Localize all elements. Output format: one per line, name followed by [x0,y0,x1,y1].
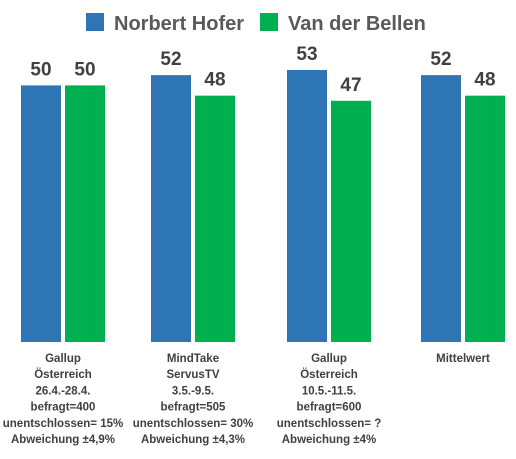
series-1: 50 48 47 48 [65,59,505,343]
category-labels: Gallup Österreich 26.4.-28.4. befragt=400 un… [3,353,490,446]
bar-0-1 [151,75,191,342]
bar-1-2 [331,100,371,342]
category-label-1-4: unentschlossen= 30% [133,418,253,430]
data-label-1-1: 48 [204,70,225,91]
category-label-2-3: befragt=600 [297,402,362,414]
category-label-3-0: Mittelwert [436,353,490,365]
series-0: 50 52 53 52 [21,44,461,342]
category-label-0-3: befragt=400 [31,402,96,414]
bar-0-0 [21,85,61,342]
category-label-0-4: unentschlossen= 15% [3,418,123,430]
data-label-1-3: 48 [474,70,495,91]
data-label-0-0: 50 [30,59,51,80]
data-label-0-2: 53 [296,44,317,65]
category-label-1-2: 3.5.-9.5. [172,385,214,397]
data-label-1-2: 47 [340,75,361,96]
legend: Norbert Hofer Van der Bellen [86,13,426,35]
bar-0-2 [287,70,327,342]
bar-1-3 [465,95,505,343]
bar-0-3 [421,75,461,342]
legend-swatch-1 [260,13,278,31]
category-label-2-2: 10.5.-11.5. [302,385,356,397]
category-label-2-4: unentschlossen= ? [277,418,381,430]
category-label-2-1: Österreich [300,368,358,381]
category-label-0-5: Abweichung ±4,9% [11,434,115,446]
category-label-2-0: Gallup [311,353,347,365]
category-label-0-0: Gallup [45,353,81,365]
category-label-2-5: Abweichung ±4% [282,434,377,446]
category-label-1-0: MindTake [167,353,219,365]
legend-label-0: Norbert Hofer [114,13,244,35]
category-label-1-1: ServusTV [166,369,219,381]
category-label-0-1: Österreich [34,368,92,381]
data-label-0-1: 52 [160,49,181,70]
bar-1-1 [195,95,235,343]
data-label-0-3: 52 [430,49,451,70]
bar-1-0 [65,85,105,342]
category-label-1-5: Abweichung ±4,3% [141,434,245,446]
data-label-1-0: 50 [74,59,95,80]
category-label-1-3: befragt=505 [161,402,226,414]
legend-swatch-0 [86,13,104,31]
category-label-0-2: 26.4.-28.4. [36,385,91,397]
legend-label-1: Van der Bellen [288,13,426,35]
